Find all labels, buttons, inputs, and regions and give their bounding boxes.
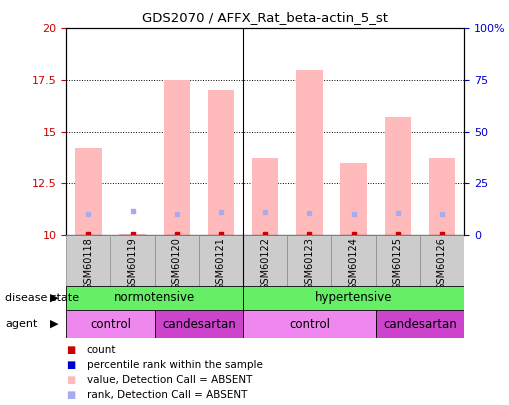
Bar [384, 117, 410, 235]
Text: ■: ■ [66, 360, 75, 370]
Text: candesartan: candesartan [162, 318, 235, 330]
Text: count: count [87, 345, 116, 355]
Text: ▶: ▶ [50, 319, 59, 329]
Text: GSM60119: GSM60119 [127, 237, 137, 290]
Bar [110, 235, 154, 286]
Text: ▶: ▶ [50, 293, 59, 303]
Text: control: control [90, 318, 131, 330]
Bar [331, 235, 375, 286]
Text: ■: ■ [66, 345, 75, 355]
Bar [207, 90, 234, 235]
Text: disease state: disease state [5, 293, 79, 303]
Bar [119, 234, 146, 235]
Text: GSM60125: GSM60125 [392, 237, 402, 290]
Bar [375, 235, 419, 286]
Bar [163, 80, 190, 235]
Bar [340, 162, 366, 235]
Bar [251, 158, 278, 235]
Bar [287, 235, 331, 286]
Text: candesartan: candesartan [382, 318, 456, 330]
Bar [154, 310, 243, 338]
Text: normotensive: normotensive [114, 291, 195, 304]
Text: agent: agent [5, 319, 37, 329]
Bar [428, 158, 455, 235]
Text: control: control [288, 318, 329, 330]
Text: GSM60124: GSM60124 [348, 237, 358, 290]
Bar [154, 235, 199, 286]
Text: GSM60120: GSM60120 [172, 237, 181, 290]
Text: GSM60123: GSM60123 [304, 237, 314, 290]
Bar [66, 235, 110, 286]
Text: rank, Detection Call = ABSENT: rank, Detection Call = ABSENT [87, 390, 246, 400]
Text: hypertensive: hypertensive [314, 291, 391, 304]
Text: GSM60118: GSM60118 [83, 237, 93, 290]
Bar [75, 148, 101, 235]
Bar [243, 310, 375, 338]
Text: GSM60122: GSM60122 [260, 237, 270, 290]
Bar [375, 310, 463, 338]
Text: GSM60126: GSM60126 [436, 237, 446, 290]
Text: ■: ■ [66, 375, 75, 385]
Text: ■: ■ [66, 390, 75, 400]
Bar [296, 70, 322, 235]
Bar [199, 235, 243, 286]
Text: percentile rank within the sample: percentile rank within the sample [87, 360, 262, 370]
Text: value, Detection Call = ABSENT: value, Detection Call = ABSENT [87, 375, 251, 385]
Bar [243, 235, 287, 286]
Bar [66, 286, 243, 310]
Bar [66, 310, 154, 338]
Title: GDS2070 / AFFX_Rat_beta-actin_5_st: GDS2070 / AFFX_Rat_beta-actin_5_st [142, 11, 387, 24]
Bar [419, 235, 463, 286]
Bar [243, 286, 463, 310]
Text: GSM60121: GSM60121 [216, 237, 225, 290]
